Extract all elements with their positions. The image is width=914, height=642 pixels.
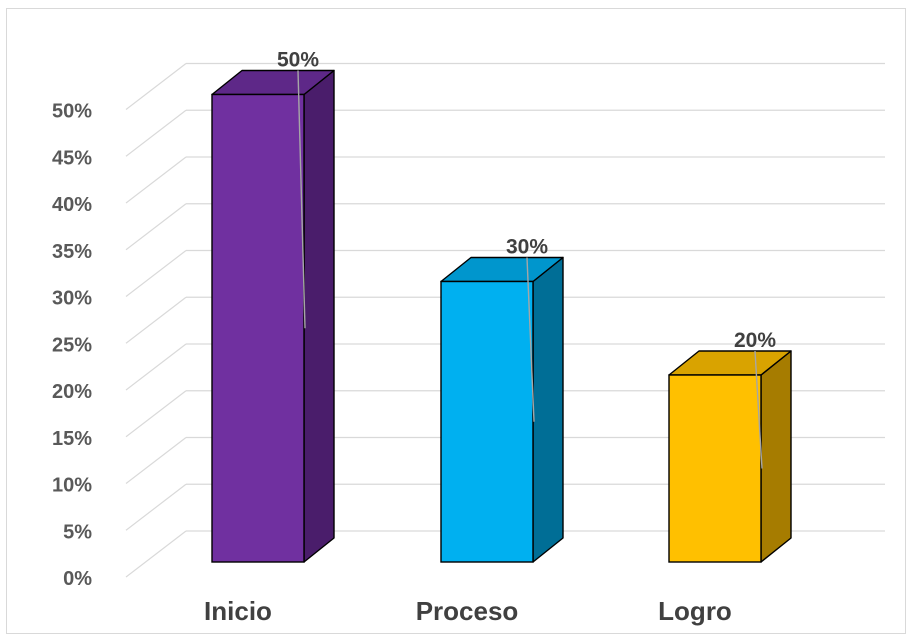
side-wall-gridline	[125, 437, 187, 484]
side-wall-gridline	[125, 250, 187, 297]
y-tick-label: 0%	[63, 568, 92, 590]
data-label: 50%	[277, 49, 319, 72]
bar-inicio	[211, 93, 305, 563]
y-tick-label: 20%	[52, 381, 92, 403]
y-tick-label: 5%	[63, 521, 92, 543]
y-tick-label: 25%	[52, 334, 92, 356]
y-tick-label: 10%	[52, 475, 92, 497]
side-wall-gridline	[125, 63, 187, 110]
side-wall-gridline	[125, 343, 187, 391]
y-tick-label: 40%	[52, 194, 92, 216]
y-tick-label: 15%	[52, 428, 92, 450]
x-category-label: Inicio	[204, 596, 272, 626]
y-tick-label: 35%	[52, 241, 92, 263]
bar-proceso	[440, 280, 534, 563]
bar-side-face	[532, 256, 564, 563]
data-label-leader-line	[754, 350, 763, 469]
bar-logro	[668, 374, 762, 563]
data-label: 30%	[506, 236, 548, 259]
data-label-leader-line	[526, 257, 535, 422]
side-wall-gridline	[125, 156, 187, 204]
side-wall-gridline	[125, 109, 187, 157]
x-category-label: Proceso	[416, 596, 519, 626]
y-tick-label: 50%	[52, 101, 92, 123]
side-wall-gridline	[125, 483, 187, 531]
bar-side-face	[303, 69, 335, 563]
side-wall-gridline	[125, 203, 187, 251]
y-tick-label: 30%	[52, 288, 92, 310]
side-wall-gridline	[125, 530, 187, 578]
data-label-leader-line	[297, 70, 306, 329]
data-label: 20%	[734, 329, 776, 352]
side-wall-gridline	[125, 390, 187, 438]
y-tick-label: 45%	[52, 147, 92, 169]
side-wall-gridline	[125, 296, 187, 344]
x-category-label: Logro	[658, 596, 732, 626]
bar-side-face	[760, 350, 792, 563]
